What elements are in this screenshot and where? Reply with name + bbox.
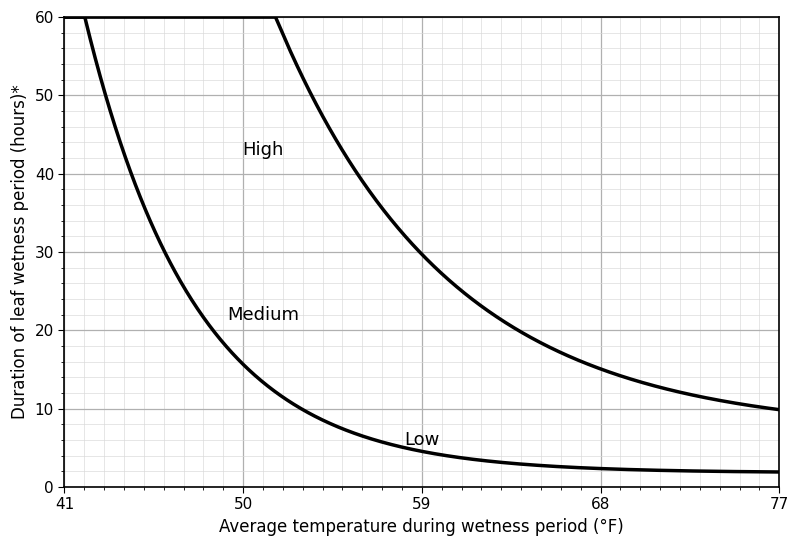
X-axis label: Average temperature during wetness period (°F): Average temperature during wetness perio… [219,518,624,536]
Text: Low: Low [404,431,439,449]
Text: High: High [242,141,284,159]
Y-axis label: Duration of leaf wetness period (hours)*: Duration of leaf wetness period (hours)* [11,85,29,420]
Text: Medium: Medium [227,306,299,324]
